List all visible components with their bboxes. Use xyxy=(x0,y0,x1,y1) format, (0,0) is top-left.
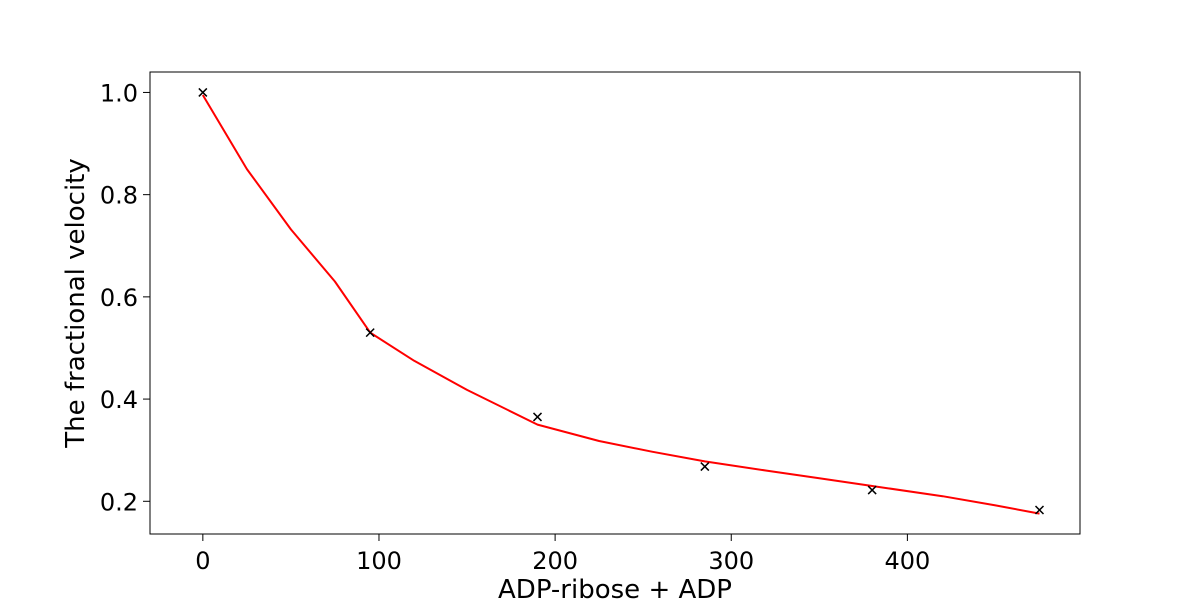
y-axis-label: The fractional velocity xyxy=(61,158,91,449)
plot-area xyxy=(149,71,1081,535)
data-point-marker xyxy=(867,485,877,495)
y-tick-label: 0.6 xyxy=(100,284,138,312)
data-point-marker xyxy=(700,462,710,472)
y-axis-ticks: 0.2 0.4 0.6 0.8 1.0 xyxy=(100,79,150,516)
y-tick-label: 0.2 xyxy=(100,488,138,516)
y-tick-label: 0.8 xyxy=(100,182,138,210)
x-axis-label: ADP-ribose + ADP xyxy=(498,575,732,600)
x-tick-label: 400 xyxy=(884,547,930,575)
plot-frame xyxy=(149,71,1081,535)
y-tick-label: 0.4 xyxy=(100,386,138,414)
data-point-marker xyxy=(1034,505,1045,515)
x-tick-label: 300 xyxy=(708,547,754,575)
fit-curve-line xyxy=(201,94,1040,515)
data-point-marker xyxy=(532,412,543,422)
x-tick-label: 0 xyxy=(195,547,210,575)
x-axis-ticks: 0 100 200 300 400 xyxy=(195,534,930,575)
x-tick-label: 100 xyxy=(356,547,402,575)
data-point-marker xyxy=(365,328,375,338)
x-tick-label: 200 xyxy=(532,547,578,575)
y-tick-label: 1.0 xyxy=(100,79,138,107)
data-point-marker xyxy=(198,87,208,97)
